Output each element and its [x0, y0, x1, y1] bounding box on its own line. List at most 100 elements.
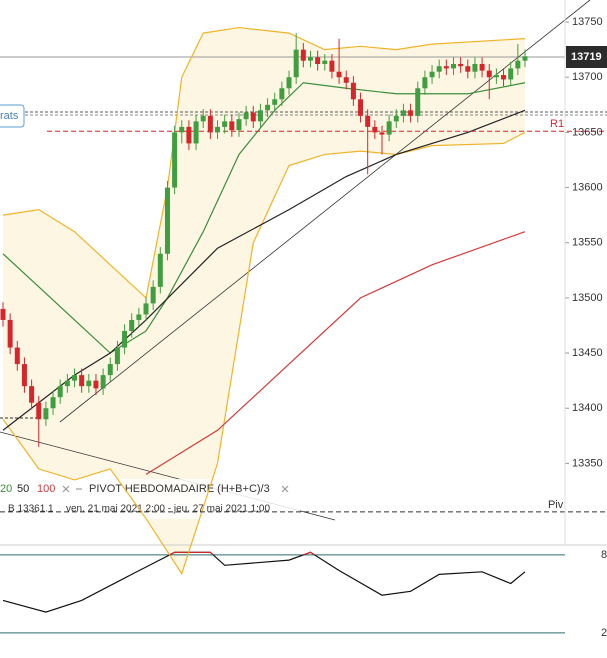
overlay-label: rats — [0, 110, 19, 122]
candle-body — [14, 347, 20, 365]
trendline — [59, 0, 591, 423]
legend: PIVOT HEBDOMADAIRE (H+B+C)/3 B 13361.1 v… — [0, 479, 300, 519]
price-tag — [566, 46, 607, 68]
candle-body — [107, 364, 113, 376]
oscillator-panel: 82 — [0, 549, 607, 639]
candle-body — [472, 63, 478, 72]
band-line — [2, 26, 526, 300]
ma-line — [145, 231, 526, 475]
band-fill — [3, 27, 525, 574]
candle-body — [307, 57, 313, 61]
y-tick-label: 13600 — [572, 181, 603, 193]
candle-body — [393, 115, 399, 122]
candle-body — [515, 60, 521, 69]
price-tag-label: 13719 — [571, 51, 602, 63]
legend-label: 20 — [0, 483, 12, 495]
candle-body — [508, 68, 514, 80]
candle-body — [164, 187, 170, 254]
candle-body — [443, 66, 449, 69]
candle-body — [493, 75, 499, 78]
candle-body — [229, 121, 235, 131]
candle-body — [150, 286, 156, 304]
candle-body — [0, 308, 6, 320]
candle-body — [486, 70, 492, 78]
level-label: Piv — [548, 499, 564, 511]
candle-body — [450, 63, 456, 69]
level-label: R1 — [550, 118, 564, 130]
candle-body — [207, 115, 213, 133]
info-label: B 13361.1 — [8, 504, 54, 515]
overlay-box — [0, 104, 25, 128]
candle-body — [193, 121, 199, 144]
pivot-label: PIVOT HEBDOMADAIRE (H+B+C)/3 — [89, 483, 270, 495]
candle-body — [265, 104, 271, 111]
close-icon[interactable] — [281, 485, 289, 493]
osc-tick-label: 2 — [601, 627, 607, 639]
candle-body — [29, 386, 35, 403]
legend-label: 50 — [17, 483, 29, 495]
candle-body — [286, 77, 292, 89]
candle-body — [408, 110, 414, 116]
candle-body — [93, 380, 99, 389]
candle-body — [279, 88, 285, 100]
y-tick-label: 13550 — [572, 237, 603, 249]
y-tick-label: 13650 — [572, 126, 603, 138]
osc-line-over — [168, 551, 316, 555]
candle-body — [300, 49, 306, 61]
candle-body — [429, 71, 435, 78]
candle-body — [365, 115, 371, 127]
candle-body — [79, 375, 85, 387]
candle-body — [179, 126, 185, 133]
candle-body — [136, 314, 142, 320]
candle-body — [372, 126, 378, 133]
date-range: ven. 21 mai 2021 2:00 - jeu. 27 mai 2021… — [66, 504, 270, 515]
candle-body — [236, 119, 242, 131]
candle-body — [250, 112, 256, 122]
candle-body — [479, 63, 485, 71]
candle-body — [501, 75, 507, 80]
y-tick-label: 13700 — [572, 71, 603, 83]
candle-body — [422, 77, 428, 89]
candle-body — [329, 60, 335, 72]
candle-body — [86, 380, 92, 387]
y-tick-label: 13750 — [572, 16, 603, 28]
candle-body — [350, 82, 356, 100]
candle-body — [50, 397, 56, 409]
candle-body — [72, 375, 78, 381]
osc-line — [2, 551, 526, 613]
candle-body — [143, 303, 149, 315]
candle-body — [315, 57, 321, 64]
candle-body — [129, 319, 135, 331]
osc-tick-label: 8 — [601, 549, 607, 561]
candle-body — [21, 364, 27, 387]
y-tick-label: 13350 — [572, 457, 603, 469]
candle-body — [222, 121, 228, 127]
y-tick-label: 13450 — [572, 347, 603, 359]
candle-body — [293, 49, 299, 78]
ma-line — [2, 109, 526, 431]
candle-body — [358, 99, 364, 116]
ma-line — [2, 82, 526, 354]
close-icon[interactable] — [62, 485, 70, 493]
candle-body — [458, 63, 464, 67]
candle-body — [415, 88, 421, 116]
candle-body — [57, 386, 63, 398]
candle-body — [43, 408, 49, 420]
candle-body — [243, 112, 249, 120]
candle-body — [172, 132, 178, 188]
candle-body — [100, 375, 106, 389]
background — [3, 27, 525, 574]
candle-body — [257, 110, 263, 122]
candle-body — [322, 60, 328, 64]
candle-body — [36, 402, 42, 420]
candle-body — [343, 77, 349, 83]
candle-body — [379, 132, 385, 135]
candle-body — [186, 126, 192, 144]
candle-body — [436, 66, 442, 72]
legend-label: 100 — [37, 483, 55, 495]
candle-body — [7, 319, 13, 348]
candle-body — [215, 126, 221, 133]
candle-body — [400, 110, 406, 116]
candle-body — [522, 56, 528, 61]
